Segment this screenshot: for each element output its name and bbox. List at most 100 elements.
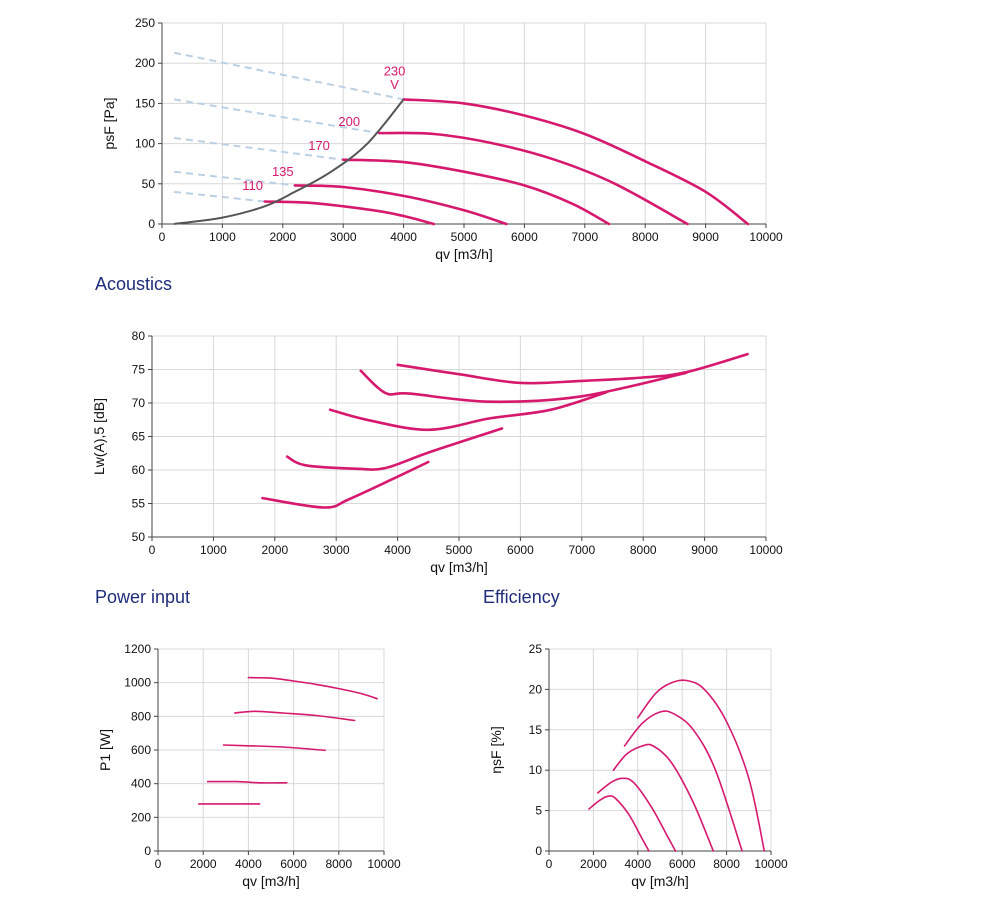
y-tick-label: 100 bbox=[135, 137, 155, 151]
y-tick-label: 1200 bbox=[124, 642, 151, 656]
series-line-200 bbox=[378, 131, 689, 226]
x-tick-label: 4000 bbox=[235, 857, 262, 871]
y-tick-label: 800 bbox=[131, 709, 151, 723]
x-tick-label: 0 bbox=[159, 230, 166, 244]
series-line-110 bbox=[261, 460, 430, 509]
curve-label-110: 110 bbox=[242, 178, 263, 193]
y-tick-label: 50 bbox=[142, 177, 156, 191]
series-line-110 bbox=[588, 795, 650, 852]
x-tick-label: 3000 bbox=[323, 543, 350, 557]
series-line-170 bbox=[341, 158, 611, 226]
y-tick-label: 15 bbox=[529, 723, 543, 737]
curve-label-200: 200 bbox=[338, 114, 360, 129]
section-title-efficiency: Efficiency bbox=[483, 587, 560, 607]
y-tick-label: 70 bbox=[132, 396, 146, 410]
y-tick-label: 65 bbox=[132, 430, 146, 444]
efficiency-chart: 0 2000 4000 6000 8000 10000 0 5 10 15 20 25 qv [m3/h… bbox=[488, 642, 788, 889]
x-tick-label: 4000 bbox=[624, 857, 651, 871]
x-tick-label: 7000 bbox=[568, 543, 595, 557]
x-tick-label: 5000 bbox=[446, 543, 473, 557]
x-tick-label: 0 bbox=[155, 857, 162, 871]
x-tick-label: 1000 bbox=[200, 543, 227, 557]
y-tick-label: 200 bbox=[131, 810, 151, 824]
curve-label-170: 170 bbox=[308, 138, 330, 153]
series-line-170 bbox=[612, 743, 715, 852]
x-tick-label: 7000 bbox=[571, 230, 598, 244]
series-line-135 bbox=[597, 777, 677, 852]
y-tick-label: 60 bbox=[132, 463, 146, 477]
system-line bbox=[173, 98, 380, 135]
x-tick-label: 5000 bbox=[451, 230, 478, 244]
y-tick-label: 25 bbox=[529, 642, 543, 656]
x-tick-label: 6000 bbox=[669, 857, 696, 871]
y-tick-label: 1000 bbox=[124, 676, 151, 690]
x-tick-label: 2000 bbox=[190, 857, 217, 871]
y-axis-label: P1 [W] bbox=[97, 729, 113, 771]
operating-limit-line bbox=[173, 98, 405, 225]
series-line-200 bbox=[234, 710, 356, 722]
acoustics-chart: 0 1000 2000 3000 4000 5000 6000 7000 8000 9000 100… bbox=[91, 329, 783, 575]
x-tick-label: 4000 bbox=[390, 230, 417, 244]
y-tick-label: 55 bbox=[132, 497, 146, 511]
series-line-170 bbox=[328, 391, 608, 432]
series-line-230-v bbox=[396, 352, 749, 385]
y-axis-label: psF [Pa] bbox=[101, 97, 117, 149]
curve-label-135: 135 bbox=[272, 164, 294, 179]
x-tick-label: 10000 bbox=[367, 857, 401, 871]
power-input-chart: 0 2000 4000 6000 8000 10000 0 200 400 600 800 1000 1… bbox=[97, 642, 401, 889]
curve-label-230: 230 bbox=[384, 63, 406, 78]
x-tick-label: 8000 bbox=[325, 857, 352, 871]
x-tick-label: 4000 bbox=[384, 543, 411, 557]
x-tick-label: 9000 bbox=[692, 230, 719, 244]
system-line bbox=[173, 190, 265, 203]
x-tick-label: 10000 bbox=[754, 857, 788, 871]
section-title-acoustics: Acoustics bbox=[95, 274, 172, 294]
pressure-chart: 0 1000 2000 3000 4000 5000 6000 7000 8000 9000 100… bbox=[101, 16, 783, 262]
x-axis-label: qv [m3/h] bbox=[430, 559, 488, 575]
y-axis-label: ηsF [%] bbox=[488, 726, 504, 773]
series-line-110 bbox=[263, 200, 436, 226]
y-tick-label: 250 bbox=[135, 16, 155, 30]
y-tick-label: 20 bbox=[529, 682, 543, 696]
series-line-230-v bbox=[247, 676, 378, 700]
y-tick-label: 0 bbox=[144, 844, 151, 858]
y-tick-label: 5 bbox=[535, 804, 542, 818]
x-tick-label: 8000 bbox=[713, 857, 740, 871]
series-line-135 bbox=[293, 184, 508, 226]
x-tick-label: 2000 bbox=[269, 230, 296, 244]
system-line bbox=[173, 136, 344, 161]
x-tick-label: 3000 bbox=[330, 230, 357, 244]
system-line bbox=[173, 51, 404, 101]
series-line-230-v bbox=[637, 679, 766, 852]
y-tick-label: 0 bbox=[148, 217, 155, 231]
section-title-power-input: Power input bbox=[95, 587, 190, 607]
x-tick-label: 2000 bbox=[261, 543, 288, 557]
y-axis-label: Lw(A),5 [dB] bbox=[91, 398, 107, 475]
series-line-170 bbox=[222, 744, 326, 752]
x-tick-label: 10000 bbox=[749, 543, 783, 557]
series-line-135 bbox=[206, 780, 288, 784]
y-tick-label: 400 bbox=[131, 777, 151, 791]
x-tick-label: 6000 bbox=[507, 543, 534, 557]
x-axis-label: qv [m3/h] bbox=[242, 873, 300, 889]
x-tick-label: 9000 bbox=[691, 543, 718, 557]
x-axis-label: qv [m3/h] bbox=[435, 246, 493, 262]
x-tick-label: 6000 bbox=[511, 230, 538, 244]
y-tick-label: 50 bbox=[132, 530, 146, 544]
x-tick-label: 0 bbox=[546, 857, 553, 871]
y-tick-label: 75 bbox=[132, 363, 146, 377]
x-tick-label: 0 bbox=[149, 543, 156, 557]
series-line-230-v bbox=[402, 98, 750, 226]
y-tick-label: 80 bbox=[132, 329, 146, 343]
series-line-200 bbox=[359, 369, 688, 404]
x-tick-label: 8000 bbox=[630, 543, 657, 557]
x-tick-label: 1000 bbox=[209, 230, 236, 244]
y-tick-label: 0 bbox=[535, 844, 542, 858]
x-tick-label: 6000 bbox=[280, 857, 307, 871]
y-tick-label: 200 bbox=[135, 56, 155, 70]
x-axis-label: qv [m3/h] bbox=[631, 873, 689, 889]
y-tick-label: 10 bbox=[529, 763, 543, 777]
series-line-135 bbox=[285, 427, 504, 471]
system-line bbox=[173, 170, 295, 187]
